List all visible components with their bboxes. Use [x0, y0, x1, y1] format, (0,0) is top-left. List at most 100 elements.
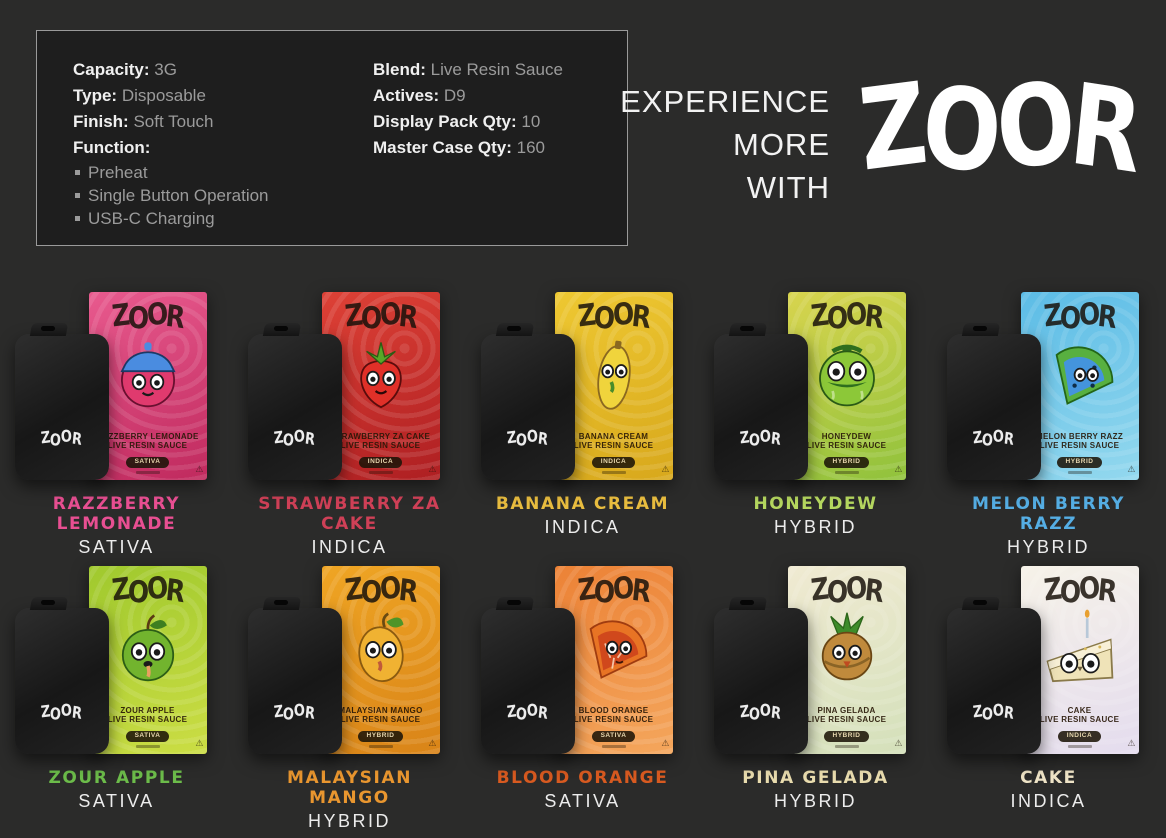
warning-icon: ⚠	[1127, 738, 1136, 748]
box-text: ZOUR APPLE LIVE RESIN SAUCE SATIVA	[92, 706, 204, 748]
box-blend-line: LIVE RESIN SAUCE	[107, 715, 188, 724]
warning-icon: ⚠	[661, 738, 670, 748]
mouthpiece-hole	[972, 326, 987, 331]
product-shot: ZOOR ZOUR APPLE LIVE RESIN SAUCE SATIVA …	[7, 562, 227, 760]
product-card-melon-berry-razz: ZOOR MELON BERRY RAZZ LIVE RESIN SAUCE H…	[932, 288, 1165, 562]
box-flavor-line: RAZZBERRY LEMONADE	[96, 432, 199, 441]
device-zoor-logo: ZOOR	[272, 701, 317, 725]
spec-label: Type:	[73, 86, 118, 105]
box-strain-badge: HYBRID	[1056, 457, 1103, 468]
product-card-pina-gelada: ZOOR PINA GELADA LIVE RESIN SAUCE HYBRID…	[699, 562, 932, 836]
box-text: CAKE LIVE RESIN SAUCE INDICA	[1024, 706, 1136, 748]
function-item-label: Preheat	[88, 163, 148, 182]
strain-type: HYBRID	[773, 517, 857, 537]
device-zoor-logo: ZOOR	[738, 427, 783, 451]
box-strain-badge: INDICA	[358, 457, 403, 468]
box-zoor-logo: ZOOR	[110, 295, 186, 337]
box-net-weight	[135, 745, 160, 748]
product-shot: ZOOR BLOOD ORANGE LIVE RESIN SAUCE SATIV…	[473, 562, 693, 760]
spec-label: Master Case Qty:	[373, 138, 512, 157]
mouthpiece-hole	[506, 600, 521, 605]
spec-label: Actives:	[373, 86, 440, 105]
strain-type: INDICA	[544, 517, 621, 537]
box-text: RAZZBERRY LEMONADE LIVE RESIN SAUCE SATI…	[92, 432, 204, 474]
spec-value: 10	[521, 112, 541, 131]
box-flavor-line: BLOOD ORANGE	[578, 706, 649, 715]
flavor-name: CAKE	[1020, 768, 1077, 788]
product-card-blood-orange: ZOOR BLOOD ORANGE LIVE RESIN SAUCE SATIV…	[466, 562, 699, 836]
box-zoor-logo: ZOOR	[1042, 569, 1118, 611]
box-strain-badge: HYBRID	[357, 731, 404, 742]
box-strain-badge: HYBRID	[823, 457, 870, 468]
spec-value: D9	[443, 86, 466, 105]
orange-character-icon	[569, 602, 659, 692]
spec-row-actives: Actives: D9	[373, 83, 607, 109]
box-flavor-line: ZOUR APPLE	[120, 706, 175, 715]
warning-icon: ⚠	[195, 464, 204, 474]
box-net-weight	[368, 745, 393, 748]
device-zoor-logo: ZOOR	[971, 427, 1016, 451]
tagline-line: WITH	[746, 170, 830, 205]
box-net-weight	[1067, 745, 1092, 748]
box-strain-badge: INDICA	[1057, 731, 1102, 742]
bullet-icon	[75, 170, 80, 175]
mouthpiece-hole	[972, 600, 987, 605]
box-strain-badge: SATIVA	[125, 457, 170, 468]
box-flavor-line: BANANA CREAM	[578, 432, 649, 441]
product-shot: ZOOR CAKE LIVE RESIN SAUCE INDICA ⚠	[939, 562, 1159, 760]
warning-icon: ⚠	[661, 464, 670, 474]
box-zoor-logo: ZOOR	[343, 569, 419, 611]
product-row-1: ZOOR RAZZBERRY LEMONADE LIVE RESIN SAUCE…	[0, 288, 1166, 562]
box-net-weight	[601, 745, 626, 748]
vape-device: ZOOR	[14, 323, 109, 480]
tagline-line: MORE	[733, 127, 830, 162]
device-zoor-logo: ZOOR	[39, 701, 84, 725]
box-flavor-line: STRAWBERRY ZA CAKE	[330, 432, 431, 441]
product-card-banana-cream: ZOOR BANANA CREAM LIVE RESIN SAUCE INDIC…	[466, 288, 699, 562]
box-flavor-line: CAKE	[1067, 706, 1092, 715]
spec-label: Finish:	[73, 112, 129, 131]
mango-character-icon	[336, 602, 426, 692]
product-card-malaysian-mango: ZOOR MALAYSIAN MANGO LIVE RESIN SAUCE HY…	[233, 562, 466, 836]
box-blend-line: LIVE RESIN SAUCE	[107, 441, 188, 450]
box-net-weight	[601, 471, 626, 474]
strain-type: SATIVA	[544, 791, 621, 811]
spec-label: Capacity:	[73, 60, 150, 79]
spec-row-type: Type: Disposable	[73, 83, 373, 109]
flavor-name: ZOUR APPLE	[48, 768, 185, 788]
box-strain-badge: SATIVA	[591, 731, 636, 742]
box-blend-line: LIVE RESIN SAUCE	[1039, 715, 1120, 724]
strain-type: HYBRID	[1006, 537, 1090, 557]
box-strain-badge: HYBRID	[823, 731, 870, 742]
box-zoor-logo: ZOOR	[809, 295, 885, 337]
spec-value: 160	[516, 138, 545, 157]
warning-icon: ⚠	[428, 738, 437, 748]
box-flavor-line: PINA GELADA	[817, 706, 876, 715]
product-card-strawberry-za-cake: ZOOR STRAWBERRY ZA CAKE LIVE RESIN SAUCE…	[233, 288, 466, 562]
spec-row-capacity: Capacity: 3G	[73, 57, 373, 83]
box-flavor-line: MELON BERRY RAZZ	[1035, 432, 1124, 441]
mouthpiece-hole	[273, 326, 288, 331]
vape-device: ZOOR	[713, 597, 808, 754]
spec-value: Live Resin Sauce	[430, 60, 563, 79]
spec-row-finish: Finish: Soft Touch	[73, 109, 373, 135]
product-shot: ZOOR HONEYDEW LIVE RESIN SAUCE HYBRID ⚠	[706, 288, 926, 486]
device-zoor-logo: ZOOR	[39, 427, 84, 451]
function-item-label: USB-C Charging	[88, 209, 215, 228]
apple-character-icon	[103, 602, 193, 692]
function-item-label: Single Button Operation	[88, 186, 269, 205]
bullet-icon	[75, 193, 80, 198]
watermelon-character-icon	[1035, 328, 1125, 418]
box-text: MALAYSIAN MANGO LIVE RESIN SAUCE HYBRID	[325, 706, 437, 748]
box-net-weight	[1067, 471, 1092, 474]
warning-icon: ⚠	[894, 464, 903, 474]
device-zoor-logo: ZOOR	[505, 427, 550, 451]
box-zoor-logo: ZOOR	[110, 569, 186, 611]
product-shot: ZOOR MALAYSIAN MANGO LIVE RESIN SAUCE HY…	[240, 562, 460, 760]
spec-value: Disposable	[121, 86, 206, 105]
device-zoor-logo: ZOOR	[738, 701, 783, 725]
mouthpiece-hole	[40, 600, 55, 605]
box-blend-line: LIVE RESIN SAUCE	[573, 441, 654, 450]
spec-column-right: Blend: Live Resin Sauce Actives: D9 Disp…	[373, 57, 607, 245]
box-zoor-logo: ZOOR	[809, 569, 885, 611]
